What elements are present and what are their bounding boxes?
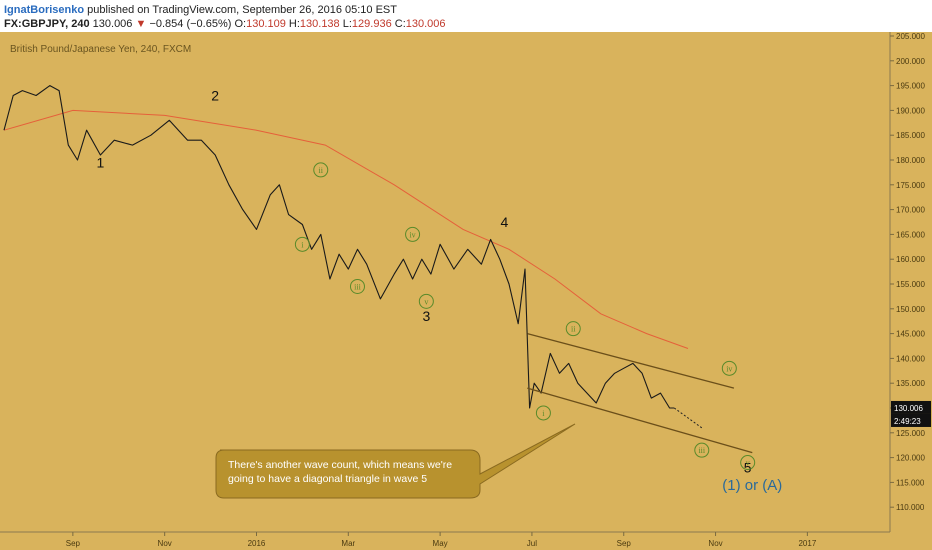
down-arrow-icon: ▼ (135, 18, 147, 30)
minor-wave-circle (418, 293, 434, 309)
price-tick-label: 175.000 (896, 181, 925, 190)
price-tick-label: 185.000 (896, 131, 925, 140)
annotation-callout[interactable]: There's another wave count, which means … (215, 423, 576, 499)
minor-wave-label: v (424, 297, 428, 306)
price-tick-label: 160.000 (896, 255, 925, 264)
price-tick-label: 170.000 (896, 206, 925, 215)
price-axis-ticks: 110.000115.000120.000125.000130.000135.0… (890, 32, 925, 512)
price-tick-label: 205.000 (896, 32, 925, 41)
major-wave-label: 3 (422, 308, 430, 324)
minor-wave-label: iii (698, 446, 705, 455)
time-tick-label: Sep (66, 539, 81, 548)
time-tick-label: Mar (341, 539, 355, 548)
minor-wave-circle (405, 226, 421, 242)
last-price-box (891, 400, 931, 414)
minor-wave-circle (565, 321, 581, 337)
minor-wave-label: ii (319, 166, 324, 175)
minor-wave-circle (721, 360, 737, 376)
price-tick-label: 190.000 (896, 106, 925, 115)
minor-wave-circle (313, 162, 329, 178)
time-tick-label: 2017 (798, 539, 816, 548)
ohlc-line: FX:GBPJPY, 240 130.006 ▼ −0.854 (−0.65%)… (4, 18, 446, 30)
chart-title: British Pound/Japanese Yen, 240, FXCM (10, 44, 191, 55)
time-tick-label: May (433, 539, 448, 548)
symbol-label: FX:GBPJPY, 240 (4, 18, 90, 30)
drawing-layer (527, 332, 753, 454)
price-tick-label: 145.000 (896, 330, 925, 339)
last-price-box-text: 130.006 (894, 404, 923, 413)
series-layer (3, 85, 689, 409)
price-tick-label: 135.000 (896, 379, 925, 388)
price-tick-label: 140.000 (896, 354, 925, 363)
low-label: L: (342, 18, 352, 30)
callout-bubble[interactable] (215, 423, 576, 499)
price-tick-label: 115.000 (896, 478, 925, 487)
minor-wave-label: i (301, 240, 304, 249)
last-price-marker: 130.006 2:49:23 (891, 400, 931, 427)
minor-wave-label: i (542, 409, 545, 418)
minor-wave-label: v (746, 459, 750, 468)
price-tick-label: 120.000 (896, 454, 925, 463)
channel-line (527, 387, 753, 454)
open-label: O: (234, 18, 247, 30)
price-tick-label: 155.000 (896, 280, 925, 289)
price-tick-label: 180.000 (896, 156, 925, 165)
last-price-value: 130.006 (92, 18, 133, 30)
wave-a-label: (1) or (A) (722, 477, 782, 494)
change-value: −0.854 (−0.65%) (149, 18, 232, 30)
low-value: 129.936 (351, 18, 392, 30)
callout-text-line1: There's another wave count, which means … (228, 459, 452, 471)
close-label: C: (394, 18, 406, 30)
moving-average-line (3, 109, 689, 349)
minor-wave-circle (694, 442, 710, 458)
time-tick-label: 2016 (248, 539, 266, 548)
time-tick-label: Jul (527, 539, 537, 548)
price-chart[interactable]: 110.000115.000120.000125.000130.000135.0… (0, 32, 932, 550)
price-tick-label: 150.000 (896, 305, 925, 314)
time-tick-label: Nov (158, 539, 172, 548)
minor-wave-circle (294, 236, 310, 252)
major-wave-label: 2 (211, 87, 219, 103)
time-tick-label: Sep (617, 539, 632, 548)
time-tick-label: Nov (708, 539, 722, 548)
plot-area[interactable] (0, 32, 890, 532)
high-value: 130.138 (299, 18, 340, 30)
countdown-box (891, 413, 931, 427)
time-axis-ticks: Sep Nov 2016 Mar May Jul Sep Nov 2017 (66, 532, 817, 548)
publish-line: IgnatBorisenko published on TradingView.… (4, 4, 397, 16)
minor-wave-label: iv (726, 364, 732, 373)
chart-header: IgnatBorisenko published on TradingView.… (0, 0, 932, 32)
open-value: 130.109 (246, 18, 286, 30)
minor-wave-circle (740, 455, 756, 471)
price-tick-label: 125.000 (896, 429, 925, 438)
high-label: H: (288, 18, 300, 30)
publish-info: published on TradingView.com, September … (87, 4, 397, 16)
minor-wave-label: iv (409, 230, 415, 239)
price-tick-label: 165.000 (896, 230, 925, 239)
close-value: 130.006 (405, 18, 446, 30)
major-wave-label: 5 (744, 459, 752, 475)
price-line (3, 85, 675, 409)
minor-wave-circle (535, 405, 551, 421)
price-tick-label: 195.000 (896, 82, 925, 91)
minor-wave-circle (349, 278, 365, 294)
grid-lines (0, 32, 891, 533)
major-wave-label: 4 (500, 214, 508, 230)
projection-dotted-line (673, 407, 703, 429)
minor-wave-label: iii (354, 282, 361, 291)
author-link[interactable]: IgnatBorisenko (4, 4, 85, 16)
channel-line (527, 332, 735, 389)
price-tick-label: 200.000 (896, 57, 925, 66)
countdown-text: 2:49:23 (894, 417, 921, 426)
time-axis[interactable] (0, 532, 890, 550)
price-tick-label: 110.000 (896, 503, 925, 512)
callout-text-line2: going to have a diagonal triangle in wav… (228, 473, 427, 485)
price-axis[interactable] (890, 32, 932, 550)
minor-wave-label: ii (571, 325, 576, 334)
major-wave-label: 1 (97, 154, 105, 170)
